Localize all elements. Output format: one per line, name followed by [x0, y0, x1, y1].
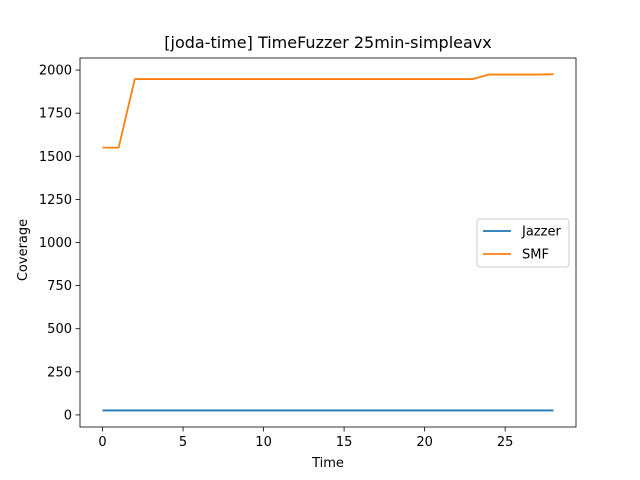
legend-label-smf: SMF [522, 248, 549, 263]
x-tick-label: 0 [98, 435, 106, 450]
y-tick-label: 500 [47, 322, 72, 337]
y-tick-label: 2000 [39, 64, 72, 79]
series-layer [102, 73, 554, 412]
y-tick-label: 1750 [39, 107, 72, 122]
chart-title: [joda-time] TimeFuzzer 25min-simpleavx [164, 33, 491, 52]
x-axis-title: Time [311, 456, 344, 471]
x-tick-label: 5 [179, 435, 187, 450]
x-tick-label: 10 [255, 435, 272, 450]
x-tick-label: 20 [416, 435, 433, 450]
y-tick-label: 250 [47, 365, 72, 380]
x-tick-label: 25 [497, 435, 514, 450]
y-axis-title: Coverage [16, 219, 31, 281]
legend: Jazzer SMF [476, 218, 570, 268]
x-axis: 0 5 10 15 20 25 [98, 427, 513, 450]
y-tick-label: 0 [64, 408, 72, 423]
y-tick-label: 750 [47, 279, 72, 294]
series-line-smf [102, 73, 554, 149]
legend-label-jazzer: Jazzer [521, 225, 561, 240]
x-tick-label: 15 [336, 435, 353, 450]
y-tick-label: 1500 [39, 150, 72, 165]
y-tick-label: 1000 [39, 236, 72, 251]
y-tick-label: 1250 [39, 193, 72, 208]
y-axis: 0 250 500 750 1000 1250 1500 1750 2000 [39, 64, 80, 423]
